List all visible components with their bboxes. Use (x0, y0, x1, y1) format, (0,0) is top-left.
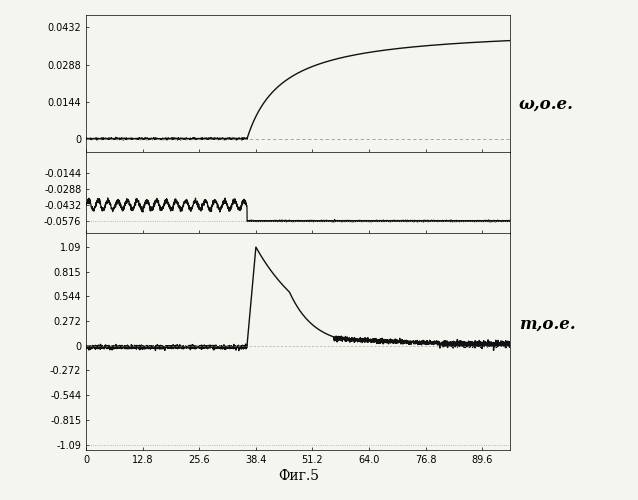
Text: m,о.е.: m,о.е. (519, 316, 575, 332)
X-axis label: Фиг.5: Фиг.5 (278, 469, 319, 483)
Text: ω,о.е.: ω,о.е. (519, 96, 574, 112)
